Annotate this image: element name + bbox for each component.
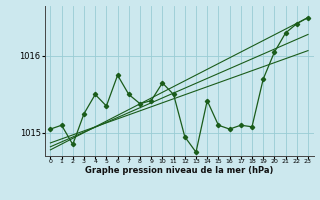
X-axis label: Graphe pression niveau de la mer (hPa): Graphe pression niveau de la mer (hPa) — [85, 166, 273, 175]
